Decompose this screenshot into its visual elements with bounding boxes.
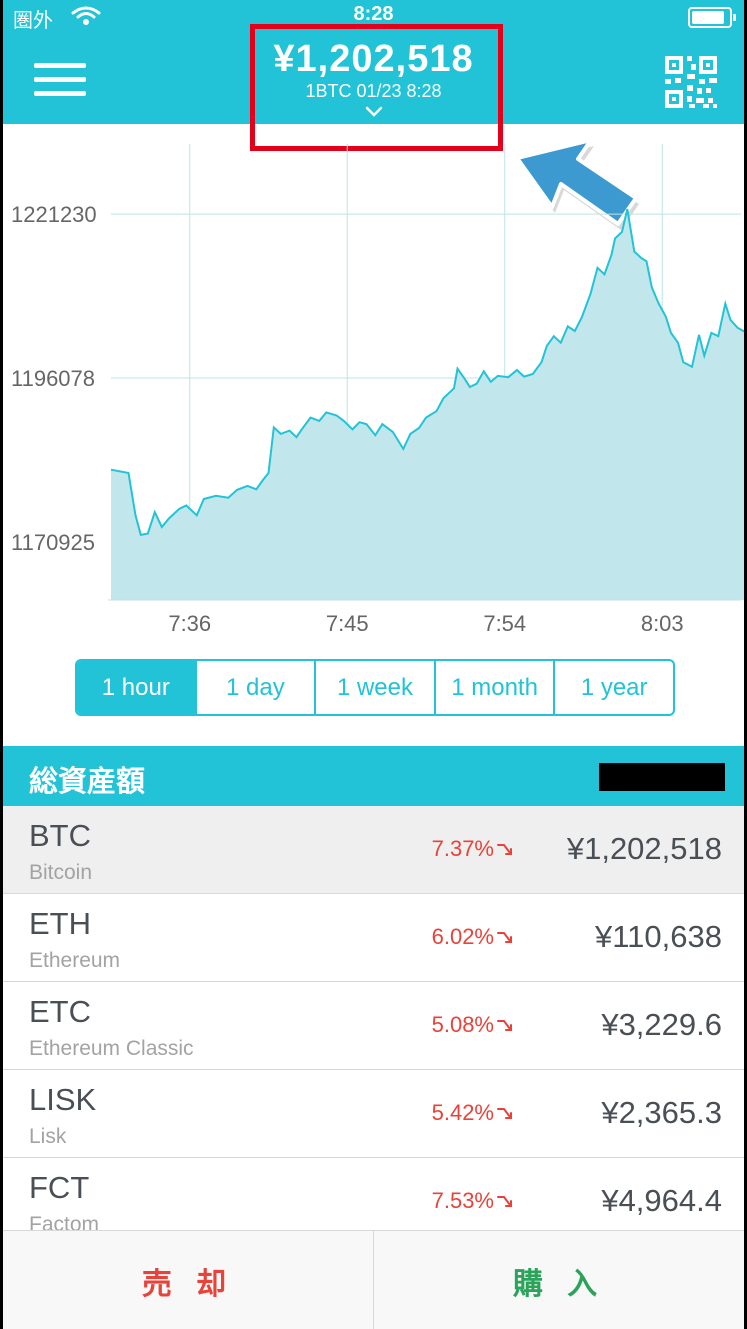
coin-value: ¥1,202,518: [566, 831, 722, 866]
range-tab-1-month[interactable]: 1 month: [433, 661, 554, 714]
total-assets-title: 総資産額: [29, 766, 146, 798]
coin-row-eth[interactable]: ETH Ethereum 6.02% ¥110,638: [3, 894, 744, 982]
coin-change: 7.53%: [431, 1188, 494, 1213]
coin-name: Ethereum: [29, 949, 121, 972]
current-price[interactable]: ¥1,202,518: [273, 38, 474, 80]
wifi-icon: [71, 6, 101, 25]
sell-button[interactable]: 売 却: [3, 1231, 374, 1329]
trend-down-icon: [497, 932, 512, 943]
trend-down-icon: [497, 1020, 512, 1031]
battery-level-fill: [692, 11, 725, 24]
x-tick-label: 7:36: [168, 611, 211, 636]
coin-value: ¥110,638: [595, 919, 722, 954]
x-tick-label: 7:54: [483, 611, 526, 636]
trend-down-icon: [497, 1196, 512, 1207]
range-tab-1-hour[interactable]: 1 hour: [77, 661, 195, 714]
coin-change: 5.42%: [431, 1100, 494, 1125]
status-time: 8:28: [353, 3, 394, 25]
range-tab-1-year[interactable]: 1 year: [553, 661, 673, 714]
y-tick-label: 1170925: [11, 530, 95, 555]
coin-name: Bitcoin: [29, 861, 93, 884]
buy-button[interactable]: 購 入: [512, 1267, 606, 1301]
coin-change: 5.08%: [431, 1012, 494, 1037]
price-area-fill: [111, 209, 744, 600]
coin-row-btc[interactable]: BTC Bitcoin 7.37% ¥1,202,518: [3, 806, 744, 894]
coin-symbol: LISK: [29, 1082, 97, 1117]
coin-value: ¥4,964.4: [601, 1183, 722, 1218]
time-range-selector: 1 hour 1 day 1 week 1 month 1 year: [75, 659, 675, 716]
coin-row-lisk[interactable]: LISK Lisk 5.42% ¥2,365.3: [3, 1070, 744, 1158]
x-tick-label: 8:03: [641, 611, 684, 636]
highlight-box: [250, 24, 503, 151]
coin-symbol: ETH: [29, 906, 91, 941]
coin-name: Ethereum Classic: [29, 1037, 194, 1060]
price-line: [110, 208, 744, 537]
coin-symbol: ETC: [29, 994, 91, 1029]
hamburger-menu-icon[interactable]: [34, 63, 86, 97]
coin-symbol: BTC: [29, 818, 91, 853]
battery-icon: [688, 7, 736, 28]
coin-change: 7.37%: [431, 836, 494, 861]
total-assets-value-redacted: [599, 763, 725, 791]
total-assets-bar: 総資産額: [3, 746, 744, 806]
coin-row-etc[interactable]: ETC Ethereum Classic 5.08% ¥3,229.6: [3, 982, 744, 1070]
range-tab-1-week[interactable]: 1 week: [314, 661, 434, 714]
action-bar: 売 却 購 入: [3, 1230, 744, 1329]
coin-change: 6.02%: [431, 924, 494, 949]
x-tick-label: 7:45: [326, 611, 369, 636]
app-screen: 圏外 8:28 ¥1,202,518 1BTC 01/23 8:28: [3, 0, 744, 1329]
coin-value: ¥2,365.3: [601, 1095, 722, 1130]
carrier-label: 圏外: [13, 10, 53, 32]
y-tick-label: 1196078: [11, 366, 95, 391]
coin-value: ¥3,229.6: [601, 1007, 722, 1042]
price-subtitle: 1BTC 01/23 8:28: [305, 81, 442, 101]
qr-code-icon[interactable]: [663, 54, 719, 110]
y-tick-label: 1221230: [11, 202, 97, 227]
coin-symbol: FCT: [29, 1170, 90, 1205]
trend-down-icon: [497, 844, 512, 855]
coin-name: Lisk: [29, 1125, 67, 1148]
range-tab-1-day[interactable]: 1 day: [194, 661, 315, 714]
coin-list: BTC Bitcoin 7.37% ¥1,202,518 ETH Ethereum 6.02…: [3, 806, 744, 1246]
chevron-down-icon[interactable]: [365, 106, 383, 118]
header-bar: 圏外 8:28 ¥1,202,518 1BTC 01/23 8:28: [3, 0, 744, 124]
trend-down-icon: [497, 1108, 512, 1119]
